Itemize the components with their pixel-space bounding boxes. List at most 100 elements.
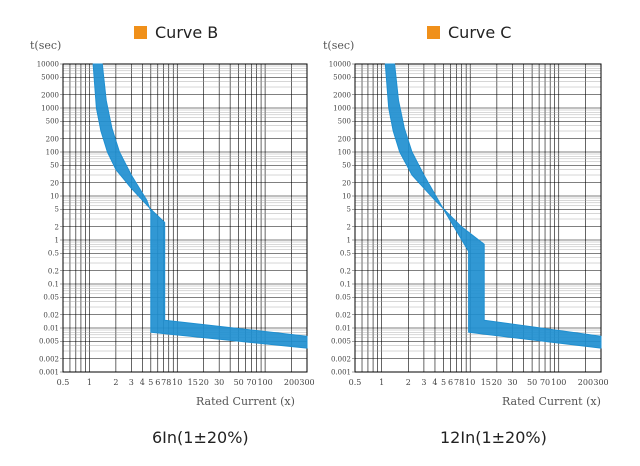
trip-band	[92, 63, 308, 349]
x-tick-label: 1	[87, 378, 92, 387]
y-tick-label: 0.002	[39, 355, 59, 363]
y-tick-label: 50	[342, 162, 351, 170]
x-axis-label: Rated Current (x)	[196, 395, 295, 408]
y-axis-label: t(sec)	[30, 39, 61, 52]
x-tick-label: 30	[214, 378, 224, 387]
x-tick-label: 300	[593, 378, 608, 387]
y-tick-label: 20	[342, 179, 351, 187]
x-tick-label: 0.5	[349, 378, 362, 387]
x-tick-label: 6	[155, 378, 160, 387]
trip-band	[384, 63, 602, 349]
x-tick-label: 15	[188, 378, 198, 387]
x-tick-label: 200	[578, 378, 593, 387]
y-tick-label: 1	[347, 237, 351, 245]
y-tick-label: 0.5	[340, 250, 351, 258]
x-tick-label: 300	[299, 378, 314, 387]
x-tick-label: 15	[481, 378, 491, 387]
y-tick-label: 0.01	[335, 325, 351, 333]
y-tick-label: 100	[46, 149, 59, 157]
x-tick-label: 5	[441, 378, 446, 387]
y-tick-label: 5	[347, 206, 351, 214]
x-tick-label: 1	[379, 378, 384, 387]
y-tick-label: 1000	[41, 105, 59, 113]
y-tick-label: 0.05	[335, 294, 351, 302]
y-tick-label: 0.1	[340, 281, 351, 289]
y-tick-label: 2000	[41, 91, 59, 99]
y-tick-label: 10000	[37, 61, 59, 69]
caption: 12In(1±20%)	[440, 428, 547, 447]
y-tick-label: 50	[50, 162, 59, 170]
x-tick-label: 50	[527, 378, 537, 387]
y-tick-label: 0.02	[43, 311, 59, 319]
y-tick-label: 0.01	[43, 325, 59, 333]
x-tick-label: 30	[507, 378, 517, 387]
x-tick-label: 8	[459, 378, 464, 387]
y-tick-label: 5000	[41, 74, 59, 82]
x-tick-label: 70	[246, 378, 256, 387]
x-tick-label: 3	[421, 378, 426, 387]
plot-area: 100005000200010005002001005020105210.50.…	[37, 61, 315, 388]
x-tick-label: 8	[166, 378, 171, 387]
y-tick-label: 0.05	[43, 294, 59, 302]
chart-curve-b: Curve B t(sec) Rated Current (x) 6In(1±2…	[30, 23, 315, 447]
x-tick-label: 2	[113, 378, 118, 387]
plot-frame	[62, 63, 308, 373]
y-tick-label: 0.001	[331, 369, 351, 377]
y-tick-label: 1000	[333, 105, 351, 113]
x-tick-label: 70	[540, 378, 550, 387]
y-tick-label: 1	[55, 237, 59, 245]
y-tick-label: 5	[55, 206, 59, 214]
legend-marker	[134, 26, 147, 39]
y-tick-label: 20	[50, 179, 59, 187]
x-tick-label: 200	[284, 378, 299, 387]
x-tick-label: 10	[465, 378, 475, 387]
y-tick-label: 200	[46, 135, 59, 143]
plot-frame	[354, 63, 602, 373]
legend-label: Curve B	[155, 23, 218, 42]
y-tick-label: 0.5	[48, 250, 59, 258]
y-tick-label: 10000	[329, 61, 351, 69]
y-tick-label: 2	[55, 223, 59, 231]
y-tick-label: 500	[46, 118, 59, 126]
x-tick-label: 50	[234, 378, 244, 387]
x-tick-label: 2	[406, 378, 411, 387]
x-tick-label: 5	[148, 378, 153, 387]
y-tick-label: 10	[342, 193, 351, 201]
legend-label: Curve C	[448, 23, 511, 42]
y-tick-label: 0.2	[340, 267, 351, 275]
x-tick-label: 100	[551, 378, 566, 387]
y-tick-label: 200	[338, 135, 351, 143]
x-tick-label: 20	[492, 378, 502, 387]
y-tick-label: 0.005	[331, 338, 351, 346]
y-tick-label: 2000	[333, 91, 351, 99]
x-tick-label: 4	[140, 378, 145, 387]
x-axis-label: Rated Current (x)	[502, 395, 601, 408]
x-tick-label: 4	[432, 378, 437, 387]
y-tick-label: 5000	[333, 74, 351, 82]
x-tick-label: 3	[129, 378, 134, 387]
x-tick-label: 7	[161, 378, 166, 387]
y-tick-label: 0.1	[48, 281, 59, 289]
caption: 6In(1±20%)	[152, 428, 249, 447]
y-tick-label: 2	[347, 223, 351, 231]
x-tick-label: 6	[448, 378, 453, 387]
y-tick-label: 0.005	[39, 338, 59, 346]
y-tick-label: 100	[338, 149, 351, 157]
x-tick-label: 20	[199, 378, 209, 387]
x-tick-label: 0.5	[57, 378, 70, 387]
x-tick-label: 7	[454, 378, 459, 387]
legend-marker	[427, 26, 440, 39]
chart-curve-c: Curve C t(sec) Rated Current (x) 12In(1±…	[323, 23, 609, 447]
x-tick-label: 100	[257, 378, 272, 387]
x-tick-label: 10	[172, 378, 182, 387]
y-tick-label: 10	[50, 193, 59, 201]
y-tick-label: 0.001	[39, 369, 59, 377]
y-tick-label: 500	[338, 118, 351, 126]
y-tick-label: 0.02	[335, 311, 351, 319]
y-tick-label: 0.2	[48, 267, 59, 275]
y-axis-label: t(sec)	[323, 39, 354, 52]
y-tick-label: 0.002	[331, 355, 351, 363]
plot-area: 100005000200010005002001005020105210.50.…	[329, 61, 609, 388]
